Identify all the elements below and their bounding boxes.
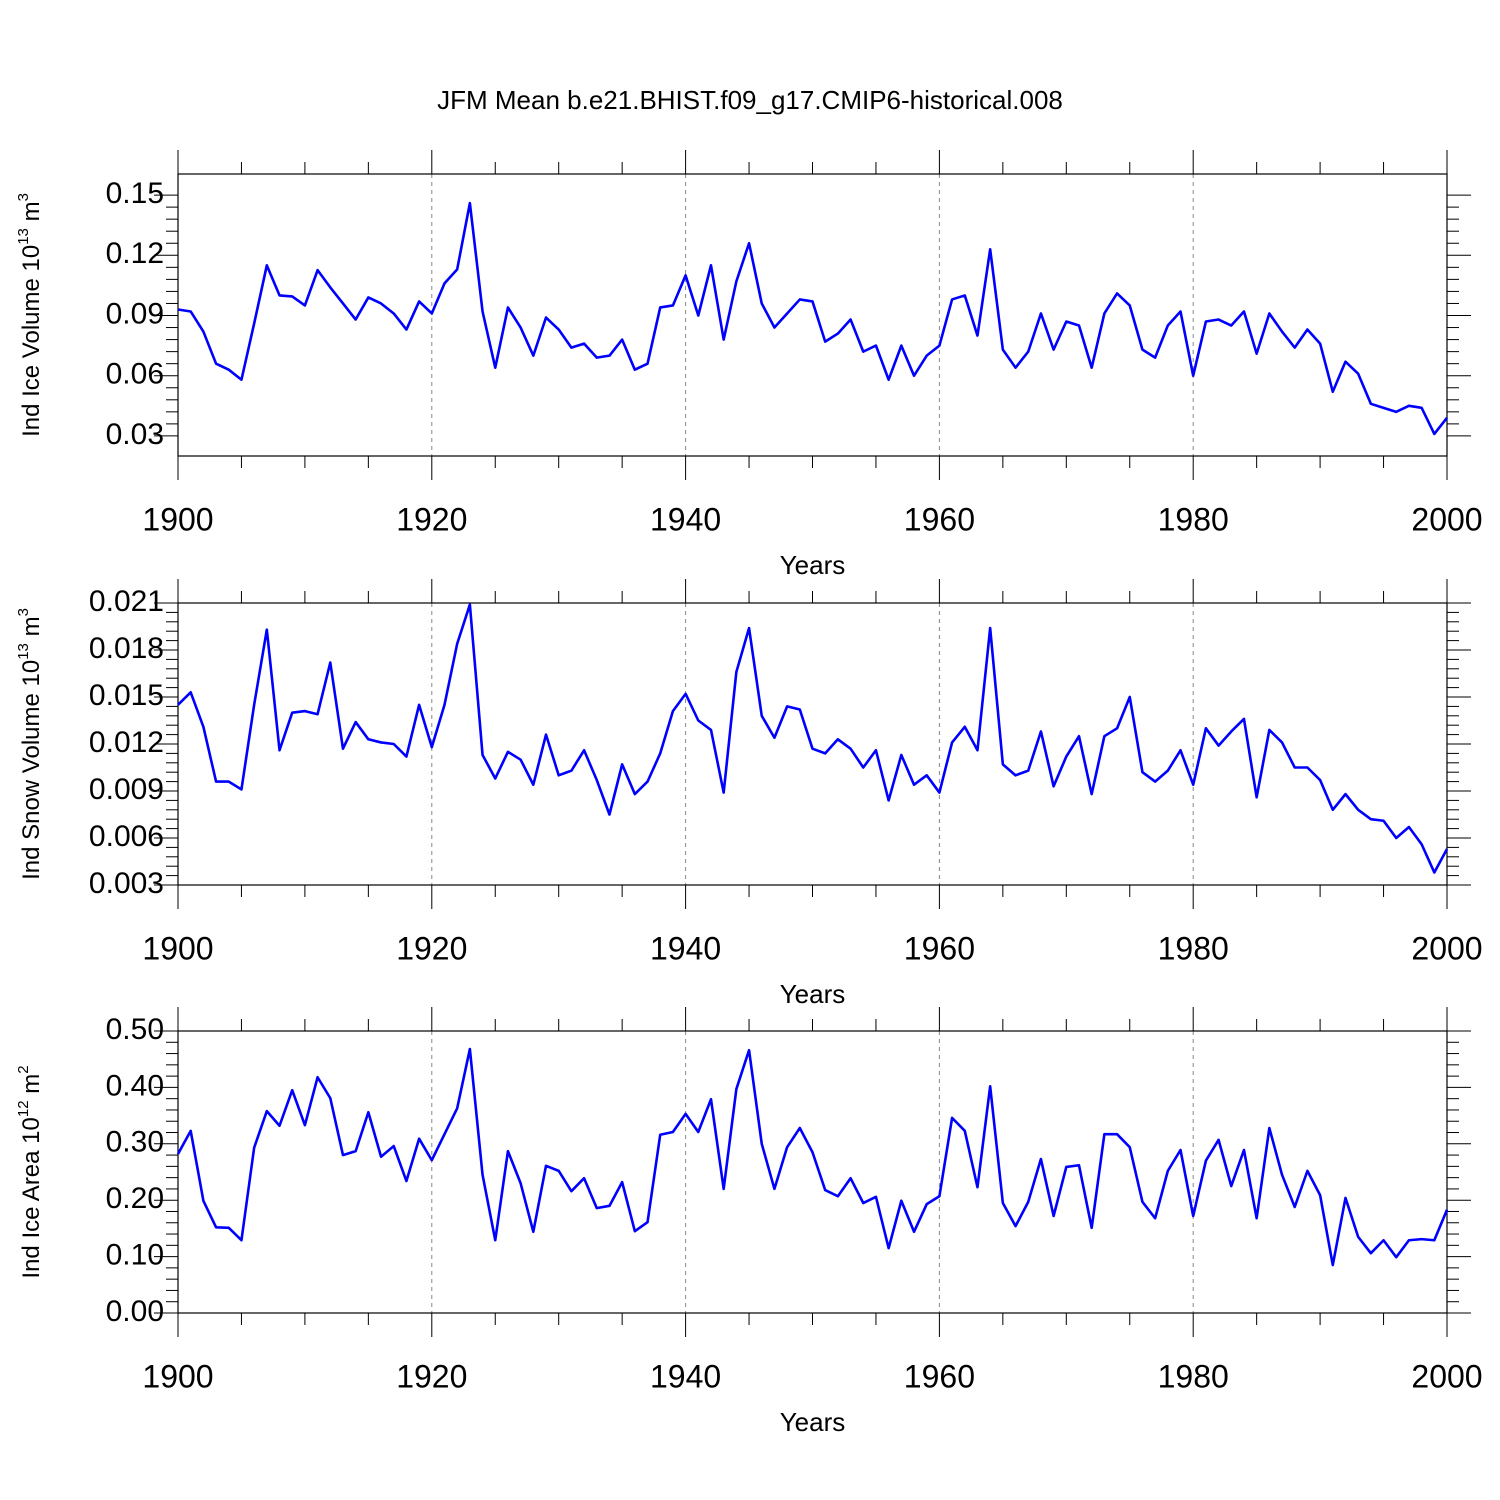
y-tick-label: 0.06 <box>106 358 164 391</box>
x-tick-label: 1960 <box>904 930 975 966</box>
plot-frame <box>177 602 1448 886</box>
x-tick-label: 1920 <box>396 1358 467 1394</box>
plot-frame <box>177 173 1448 457</box>
y-tick-label: 0.006 <box>89 820 164 853</box>
y-tick-label: 0.10 <box>106 1239 164 1272</box>
y-label-sup: 3 <box>15 608 32 616</box>
y-tick-label: 0.15 <box>106 177 164 210</box>
y-tick-label: 0.20 <box>106 1182 164 1215</box>
x-tick-label: 1940 <box>650 1358 721 1394</box>
x-axis-label: Years <box>780 979 846 1009</box>
y-label-text: Ind Ice Area 10 <box>18 1117 45 1278</box>
y-label-sup: 13 <box>15 228 32 245</box>
y-tick-label: 0.021 <box>89 585 164 618</box>
y-axis-label: Ind Ice Area 1012 m2 <box>15 1065 45 1278</box>
x-tick-label: 2000 <box>1411 930 1482 966</box>
panel: 1900 1920 1940 1960 1980 2000 Years 0.003 0.006 0… <box>15 579 1483 1009</box>
x-tick-label: 2000 <box>1411 1358 1482 1394</box>
plot-frame <box>177 1030 1448 1314</box>
y-tick-label: 0.012 <box>89 726 164 759</box>
x-tick-label: 1920 <box>396 930 467 966</box>
y-tick-label: 0.015 <box>89 679 164 712</box>
x-tick-label: 1900 <box>142 501 213 537</box>
x-tick-label: 1980 <box>1158 501 1229 537</box>
y-axis-label: Ind Ice Volume 1013 m3 <box>15 193 45 437</box>
x-axis-label: Years <box>780 1407 846 1437</box>
y-label-text: Ind Ice Volume 10 <box>18 245 45 437</box>
x-tick-label: 1960 <box>904 501 975 537</box>
y-tick-label: 0.40 <box>106 1069 164 1102</box>
y-tick-label: 0.009 <box>89 773 164 806</box>
y-tick-label: 0.003 <box>89 867 164 900</box>
y-tick-label: 0.03 <box>106 418 164 451</box>
y-tick-label: 0.30 <box>106 1126 164 1159</box>
y-label-sup: 12 <box>15 1100 32 1117</box>
y-axis-label: Ind Snow Volume 1013 m3 <box>15 608 45 880</box>
x-tick-label: 1940 <box>650 501 721 537</box>
x-tick-label: 1980 <box>1158 1358 1229 1394</box>
panel: 1900 1920 1940 1960 1980 2000 Years 0.03 0.06 0.0… <box>15 150 1483 580</box>
x-tick-label: 1980 <box>1158 930 1229 966</box>
y-tick-label: 0.12 <box>106 237 164 270</box>
y-tick-label: 0.09 <box>106 297 164 330</box>
data-line <box>177 603 1449 874</box>
x-tick-label: 1900 <box>142 1358 213 1394</box>
x-tick-label: 1920 <box>396 501 467 537</box>
x-axis-label: Years <box>780 550 846 580</box>
y-tick-label: 0.50 <box>106 1013 164 1046</box>
figure-title: JFM Mean b.e21.BHIST.f09_g17.CMIP6-histo… <box>437 85 1063 115</box>
y-label-unit: m <box>18 1074 45 1101</box>
data-line <box>176 1047 1449 1267</box>
x-tick-label: 1940 <box>650 930 721 966</box>
y-tick-label: 0.00 <box>106 1295 164 1328</box>
data-line <box>177 201 1449 436</box>
y-label-unit: m <box>18 201 45 228</box>
y-label-unit: m <box>18 616 45 643</box>
y-label-sup: 3 <box>15 193 32 201</box>
y-tick-label: 0.018 <box>89 632 164 665</box>
y-label-sup: 13 <box>15 643 32 660</box>
x-tick-label: 2000 <box>1411 501 1482 537</box>
x-tick-label: 1960 <box>904 1358 975 1394</box>
y-label-text: Ind Snow Volume 10 <box>18 660 45 880</box>
y-label-sup: 2 <box>15 1065 32 1073</box>
panel: 1900 1920 1940 1960 1980 2000 Years 0.00 0.10 0.2… <box>15 1007 1483 1437</box>
x-tick-label: 1900 <box>142 930 213 966</box>
